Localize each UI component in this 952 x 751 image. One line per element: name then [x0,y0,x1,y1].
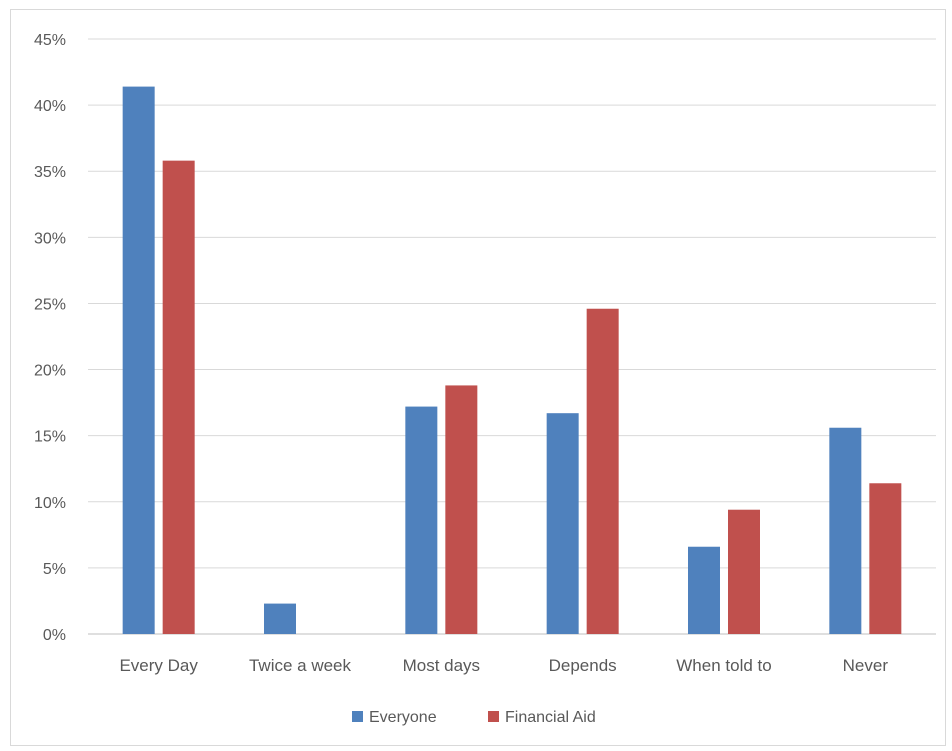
x-category-label: When told to [676,656,771,675]
y-tick-label: 10% [34,495,66,512]
bar-everyone [829,427,862,634]
bar-everyone [405,406,438,634]
bar-financial-aid [869,483,902,634]
y-tick-label: 25% [34,296,66,313]
bar-everyone [546,413,579,634]
x-category-label: Depends [549,656,617,675]
legend-label-financial-aid: Financial Aid [505,709,596,726]
y-tick-label: 35% [34,164,66,181]
bar-everyone [688,546,720,634]
x-category-label: Most days [403,656,480,675]
y-tick-label: 40% [34,98,66,115]
bar-financial-aid [162,160,195,634]
bar-financial-aid [728,509,760,634]
x-category-label: Never [843,656,889,675]
y-tick-label: 5% [43,561,66,578]
y-tick-label: 0% [43,627,66,644]
bar-financial-aid [445,385,478,634]
bar-financial-aid [586,308,619,634]
y-tick-label: 15% [34,429,66,446]
legend-label-everyone: Everyone [369,709,437,726]
y-tick-label: 30% [34,230,66,247]
legend-swatch-everyone [352,711,363,722]
x-category-label: Every Day [119,656,198,675]
legend-swatch-financial-aid [488,711,499,722]
y-tick-label: 45% [34,32,66,49]
y-tick-label: 20% [34,363,66,380]
x-category-label: Twice a week [249,656,352,675]
bar-everyone [122,86,155,635]
bar-everyone [264,603,296,634]
